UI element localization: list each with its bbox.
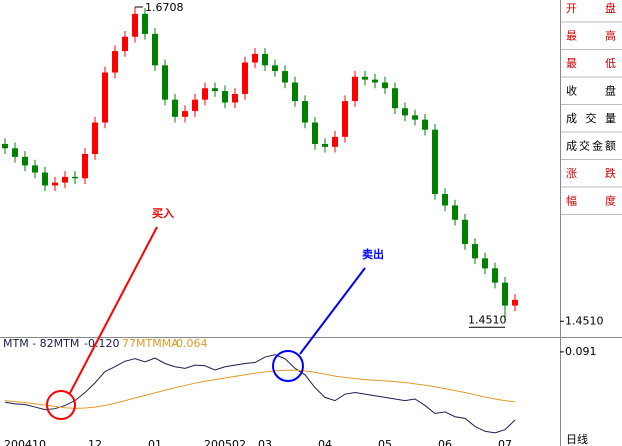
candle-body	[402, 108, 408, 116]
indicator-name: 77MTMMA	[122, 337, 179, 350]
candle-body	[312, 122, 318, 144]
y-tick-label: 0.091	[565, 345, 597, 358]
candle-body	[242, 62, 248, 94]
candle-body	[392, 88, 398, 109]
candle-body	[62, 176, 68, 183]
candle-body	[42, 172, 48, 186]
candle-body	[222, 91, 228, 103]
candle-body	[132, 13, 138, 37]
candle-body	[22, 156, 28, 166]
candle-body	[502, 282, 508, 306]
candle-body	[152, 33, 158, 66]
candle-body	[302, 101, 308, 123]
candle-body	[482, 258, 488, 269]
period-label: 日线	[566, 432, 588, 446]
candle-body	[352, 76, 358, 102]
candle-body	[72, 176, 78, 179]
candle-body	[92, 122, 98, 154]
candle-body	[112, 51, 118, 73]
sell-arrow	[299, 267, 366, 355]
candle-body	[382, 82, 388, 89]
indicator-name: MTM - 82MTM	[3, 337, 79, 350]
x-tick-label: 06	[438, 438, 452, 446]
x-tick-label: 12	[88, 438, 102, 446]
candle-body	[292, 82, 298, 102]
indicator-value: -0.120	[84, 337, 119, 350]
extreme-label: 1.4510	[468, 313, 507, 326]
candle-body	[272, 65, 278, 72]
x-tick-label: 04	[318, 438, 332, 446]
candle-body	[52, 182, 58, 186]
candle-body	[512, 299, 518, 306]
candle-body	[12, 148, 18, 157]
candle-body	[422, 119, 428, 130]
buy-circle	[46, 390, 76, 420]
candle-body	[182, 111, 188, 117]
candle-body	[262, 53, 268, 66]
candle-body	[192, 99, 198, 112]
x-tick-label: 01	[148, 438, 162, 446]
candle-body	[172, 99, 178, 117]
candle-body	[372, 79, 378, 83]
x-tick-label: 07	[498, 438, 512, 446]
candle-body	[82, 153, 88, 179]
candle-body	[32, 165, 38, 173]
candle-body	[232, 93, 238, 103]
indicator-line	[4, 354, 516, 434]
candle-body	[472, 244, 478, 259]
field-label: 成交量	[566, 111, 616, 125]
buy-label: 买入	[152, 207, 174, 220]
candle-body	[162, 65, 168, 100]
candle-body	[202, 88, 208, 100]
x-tick-label: 03	[258, 438, 272, 446]
candle-body	[2, 143, 8, 149]
candle-body	[212, 88, 218, 92]
indicator-line	[4, 369, 516, 409]
buy-arrow	[69, 226, 158, 394]
candle-body	[332, 136, 338, 147]
extreme-label: 1.6708	[145, 1, 184, 14]
candle-body	[342, 101, 348, 137]
sell-label: 卖出	[362, 247, 384, 261]
candle-body	[412, 115, 418, 120]
candle-body	[252, 53, 258, 63]
sell-circle	[272, 350, 304, 382]
indicator-value: -0.064	[172, 337, 207, 350]
candle-body	[322, 143, 328, 147]
candle-body	[492, 268, 498, 283]
candle-body	[282, 71, 288, 83]
x-tick-label: 200502	[204, 438, 246, 446]
candle-body	[462, 219, 468, 245]
candle-body	[122, 36, 128, 52]
candle-body	[432, 129, 438, 195]
candle-body	[452, 205, 458, 220]
x-tick-label: 05	[378, 438, 392, 446]
candle-body	[102, 72, 108, 123]
y-tick-label: 1.4510	[565, 314, 604, 327]
candle-body	[142, 13, 148, 34]
candle-body	[362, 76, 368, 80]
candle-body	[442, 194, 448, 206]
x-tick-label: 200410	[4, 438, 46, 446]
